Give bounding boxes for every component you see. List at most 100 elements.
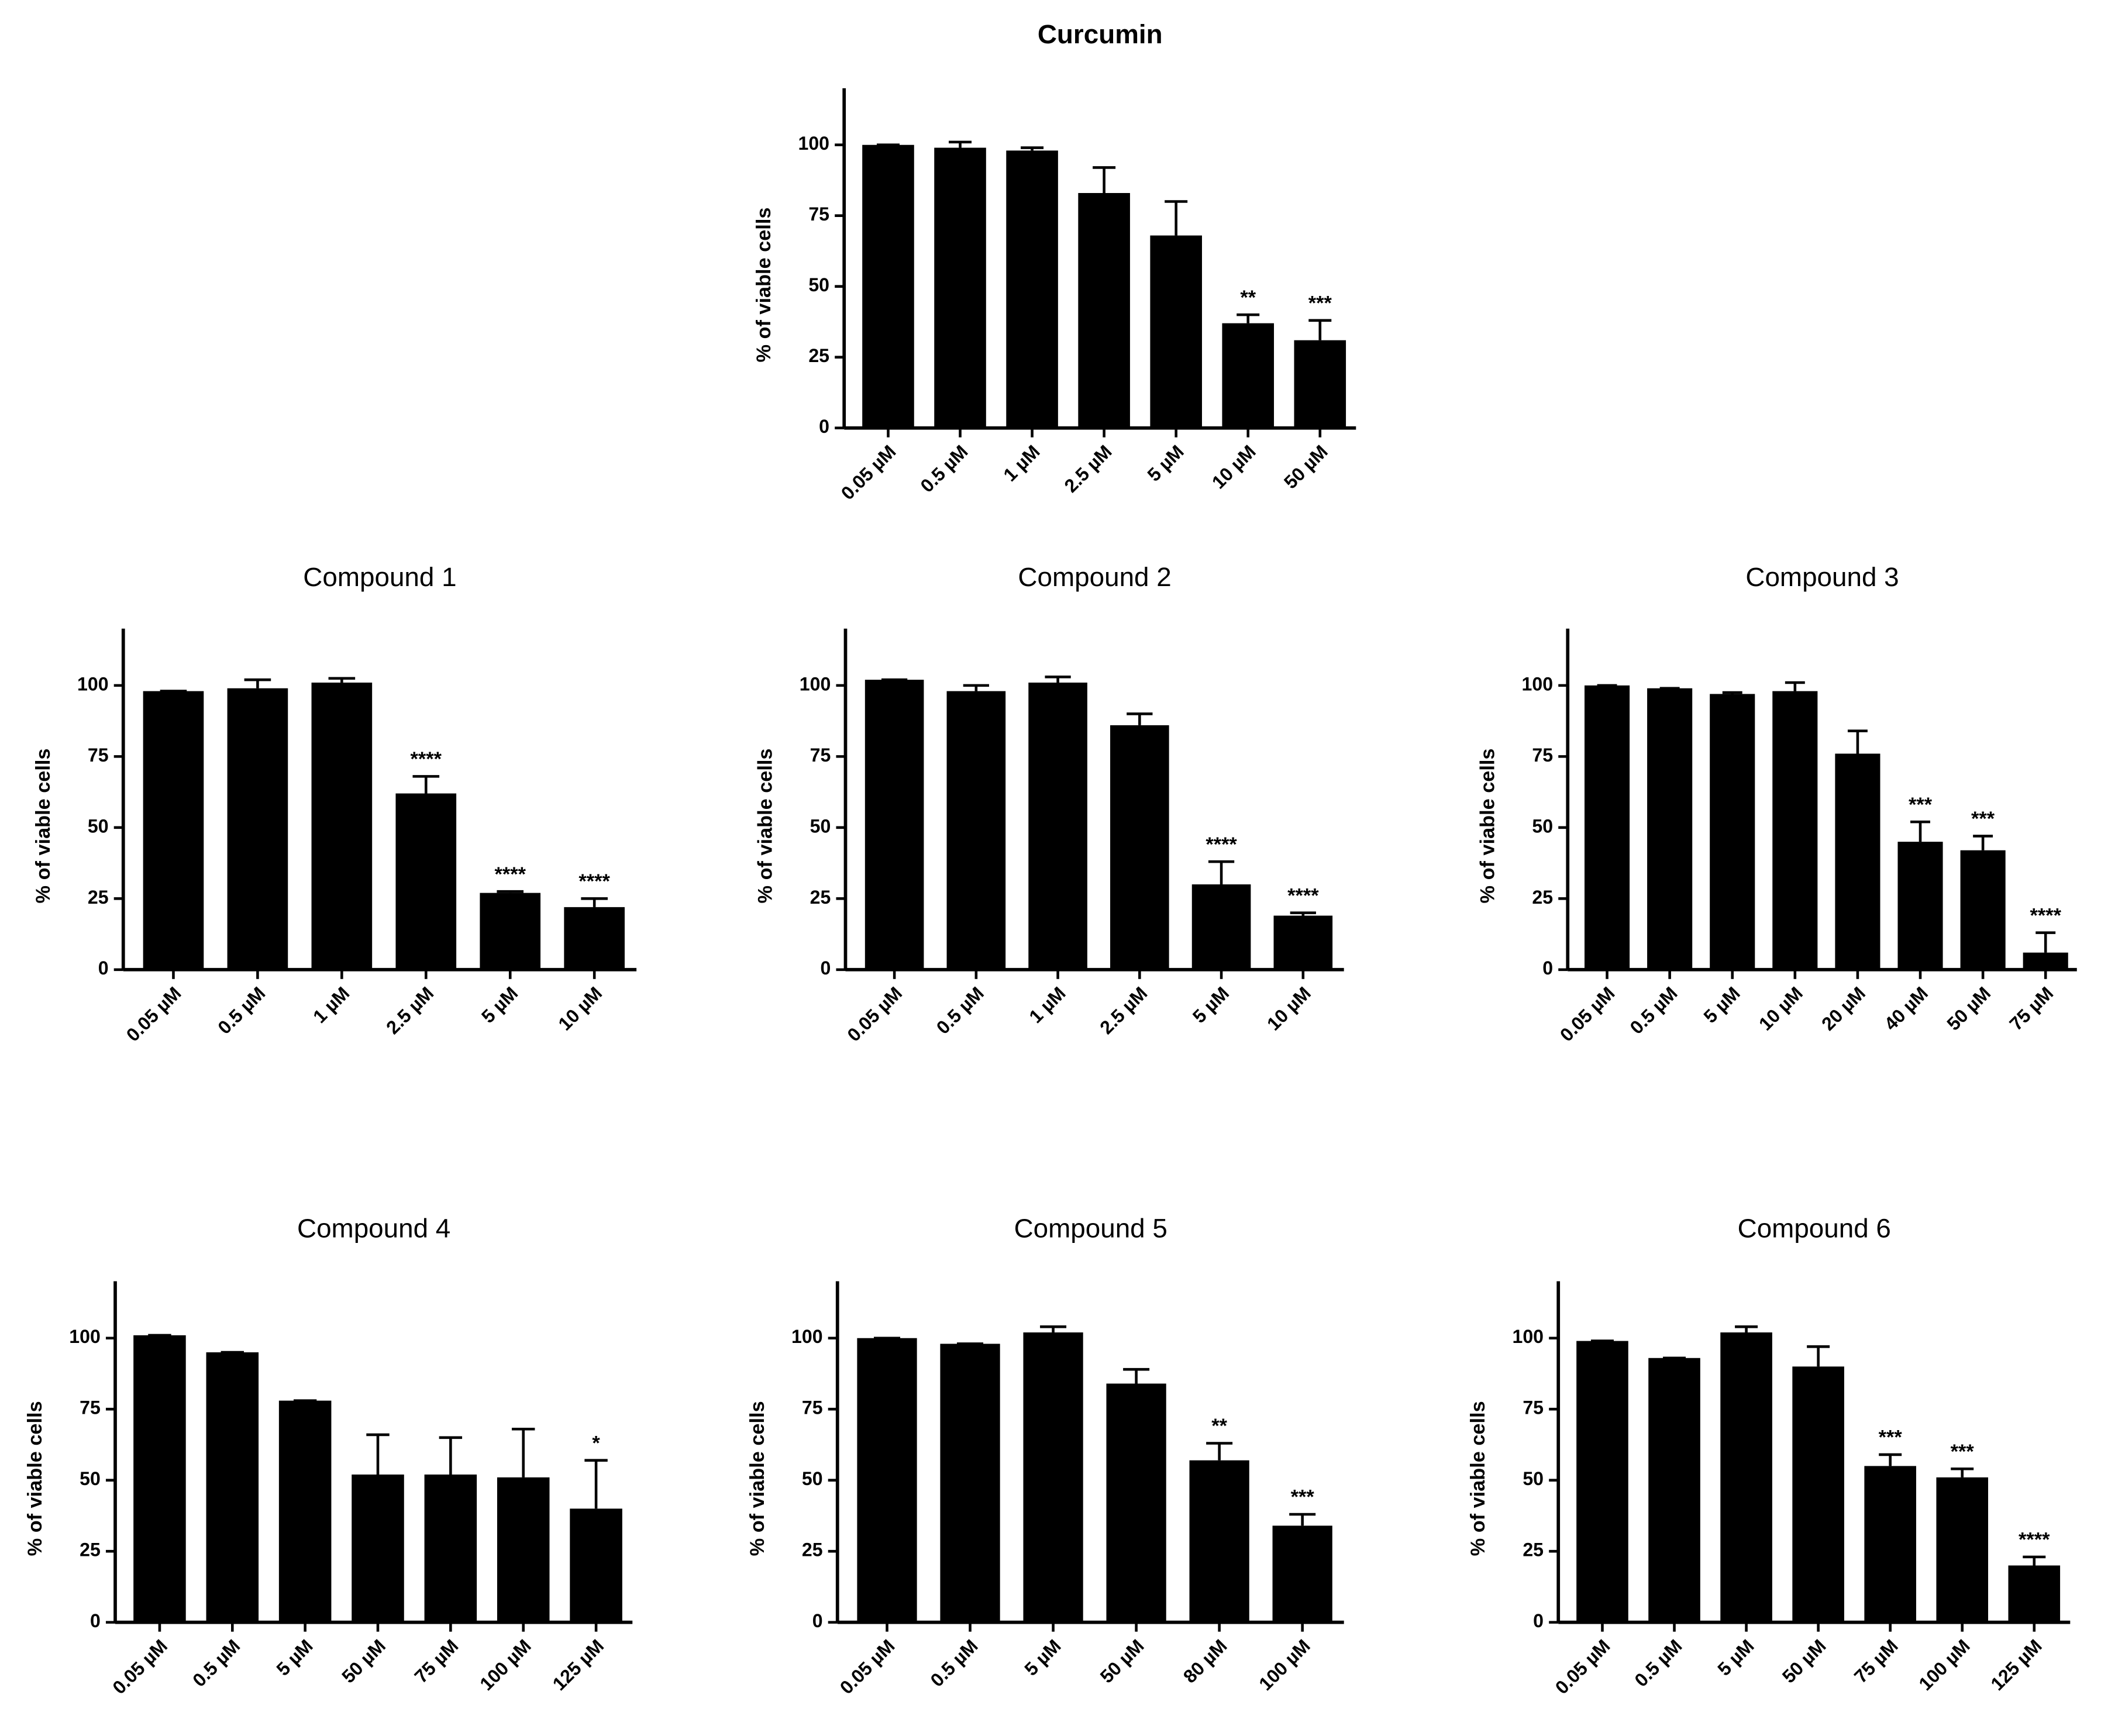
significance-label: **** bbox=[1287, 884, 1319, 907]
bar bbox=[1272, 1525, 1332, 1623]
error-bar bbox=[1722, 691, 1742, 694]
error-bar bbox=[1847, 729, 1868, 754]
y-axis-label: % of viable cells bbox=[746, 1401, 769, 1556]
significance-label: **** bbox=[1206, 833, 1237, 856]
error-bar bbox=[1206, 1442, 1233, 1461]
x-tick-label: 1 µM bbox=[1025, 983, 1069, 1027]
bar bbox=[133, 1335, 186, 1623]
x-tick-label: 5 µM bbox=[1700, 983, 1744, 1027]
y-tick-label: 75 bbox=[88, 745, 109, 766]
error-bar bbox=[1127, 712, 1153, 725]
bar bbox=[570, 1508, 622, 1623]
x-tick-label: 100 µM bbox=[1255, 1635, 1314, 1694]
bar bbox=[206, 1352, 259, 1623]
chart-title: Compound 5 bbox=[1014, 1214, 1167, 1244]
x-tick-label: 1 µM bbox=[999, 441, 1043, 485]
significance-label: **** bbox=[411, 748, 442, 770]
x-tick-label: 5 µM bbox=[1713, 1635, 1758, 1680]
error-bar bbox=[1735, 1325, 1758, 1333]
x-tick-label: 10 µM bbox=[554, 983, 606, 1035]
x-tick-label: 0.05 µM bbox=[1551, 1635, 1614, 1699]
x-tick-label: 5 µM bbox=[1189, 983, 1233, 1027]
error-bar bbox=[1289, 1513, 1316, 1526]
y-tick-label: 50 bbox=[80, 1468, 101, 1489]
error-bar bbox=[1951, 1467, 1974, 1477]
chart-title: Compound 6 bbox=[1738, 1214, 1891, 1244]
x-tick-label: 0.5 µM bbox=[1626, 983, 1682, 1038]
y-axis-label: % of viable cells bbox=[24, 1401, 46, 1556]
x-tick-label: 75 µM bbox=[1850, 1635, 1902, 1687]
significance-label: ** bbox=[1240, 287, 1256, 309]
y-tick-label: 75 bbox=[802, 1397, 823, 1418]
error-bar bbox=[1237, 313, 1260, 323]
bar bbox=[278, 1400, 332, 1623]
chart-panel: Compound 3 % of viable cells 0 25 50 75 100 0.0… bbox=[1476, 562, 2077, 1046]
bar bbox=[1960, 850, 2006, 970]
bar bbox=[1897, 842, 1943, 970]
x-tick-label: 50 µM bbox=[1778, 1635, 1830, 1687]
x-tick-label: 5 µM bbox=[272, 1635, 316, 1680]
y-axis-label: % of viable cells bbox=[1467, 1401, 1489, 1556]
x-tick-label: 0.05 µM bbox=[1556, 983, 1619, 1046]
significance-label: *** bbox=[1879, 1427, 1903, 1449]
bar bbox=[395, 793, 457, 970]
bar bbox=[1835, 753, 1880, 970]
error-bar bbox=[1785, 681, 1805, 691]
bar bbox=[1150, 235, 1202, 428]
x-tick-label: 0.05 µM bbox=[843, 983, 906, 1046]
bar bbox=[352, 1474, 404, 1623]
x-tick-label: 0.5 µM bbox=[932, 983, 988, 1038]
bar bbox=[1648, 1358, 1700, 1623]
y-tick-label: 100 bbox=[77, 673, 109, 694]
bar bbox=[1106, 1383, 1166, 1623]
y-tick-label: 50 bbox=[802, 1468, 823, 1489]
significance-label: *** bbox=[1909, 794, 1933, 816]
x-tick-label: 0.5 µM bbox=[1630, 1635, 1686, 1691]
x-tick-label: 100 µM bbox=[476, 1635, 535, 1694]
y-tick-label: 100 bbox=[1513, 1326, 1544, 1347]
y-tick-label: 100 bbox=[791, 1326, 823, 1347]
x-tick-label: 100 µM bbox=[1914, 1635, 1974, 1694]
error-bar bbox=[439, 1436, 463, 1475]
bar bbox=[1584, 685, 1630, 970]
y-tick-label: 75 bbox=[1523, 1397, 1544, 1418]
x-tick-label: 80 µM bbox=[1179, 1635, 1231, 1687]
chart-title: Compound 3 bbox=[1745, 562, 1899, 592]
y-tick-label: 25 bbox=[88, 887, 109, 908]
chart-title: Compound 2 bbox=[1018, 562, 1171, 592]
y-tick-label: 0 bbox=[819, 416, 829, 437]
x-tick-label: 50 µM bbox=[1942, 983, 1995, 1035]
x-tick-label: 10 µM bbox=[1208, 441, 1260, 493]
y-tick-label: 75 bbox=[810, 745, 831, 766]
x-tick-label: 0.05 µM bbox=[122, 983, 185, 1046]
error-bar bbox=[1093, 166, 1116, 193]
error-bar bbox=[1040, 1325, 1067, 1333]
error-bar bbox=[366, 1433, 390, 1475]
bar bbox=[1772, 691, 1818, 970]
significance-label: **** bbox=[2030, 904, 2061, 926]
error-bar bbox=[497, 890, 524, 893]
x-tick-label: 0.5 µM bbox=[916, 441, 972, 497]
chart-title: Compound 1 bbox=[303, 562, 456, 592]
y-tick-label: 75 bbox=[80, 1397, 101, 1418]
y-tick-label: 25 bbox=[808, 345, 829, 366]
error-bar bbox=[1123, 1368, 1150, 1384]
significance-label: **** bbox=[494, 863, 526, 886]
x-tick-label: 0.5 µM bbox=[926, 1635, 981, 1691]
y-tick-label: 50 bbox=[808, 274, 829, 295]
x-tick-label: 10 µM bbox=[1263, 983, 1315, 1035]
error-bar bbox=[244, 678, 271, 688]
bar bbox=[862, 144, 914, 428]
bar bbox=[1006, 150, 1058, 428]
bar bbox=[1222, 323, 1275, 428]
significance-label: *** bbox=[1951, 1441, 1975, 1463]
y-tick-label: 50 bbox=[1532, 815, 1553, 836]
error-bar bbox=[963, 684, 989, 691]
error-bar bbox=[584, 1459, 608, 1509]
y-tick-label: 25 bbox=[802, 1539, 823, 1561]
bar bbox=[857, 1338, 917, 1623]
x-tick-label: 2.5 µM bbox=[1096, 983, 1151, 1038]
y-tick-label: 50 bbox=[88, 815, 109, 836]
bar bbox=[497, 1477, 550, 1623]
